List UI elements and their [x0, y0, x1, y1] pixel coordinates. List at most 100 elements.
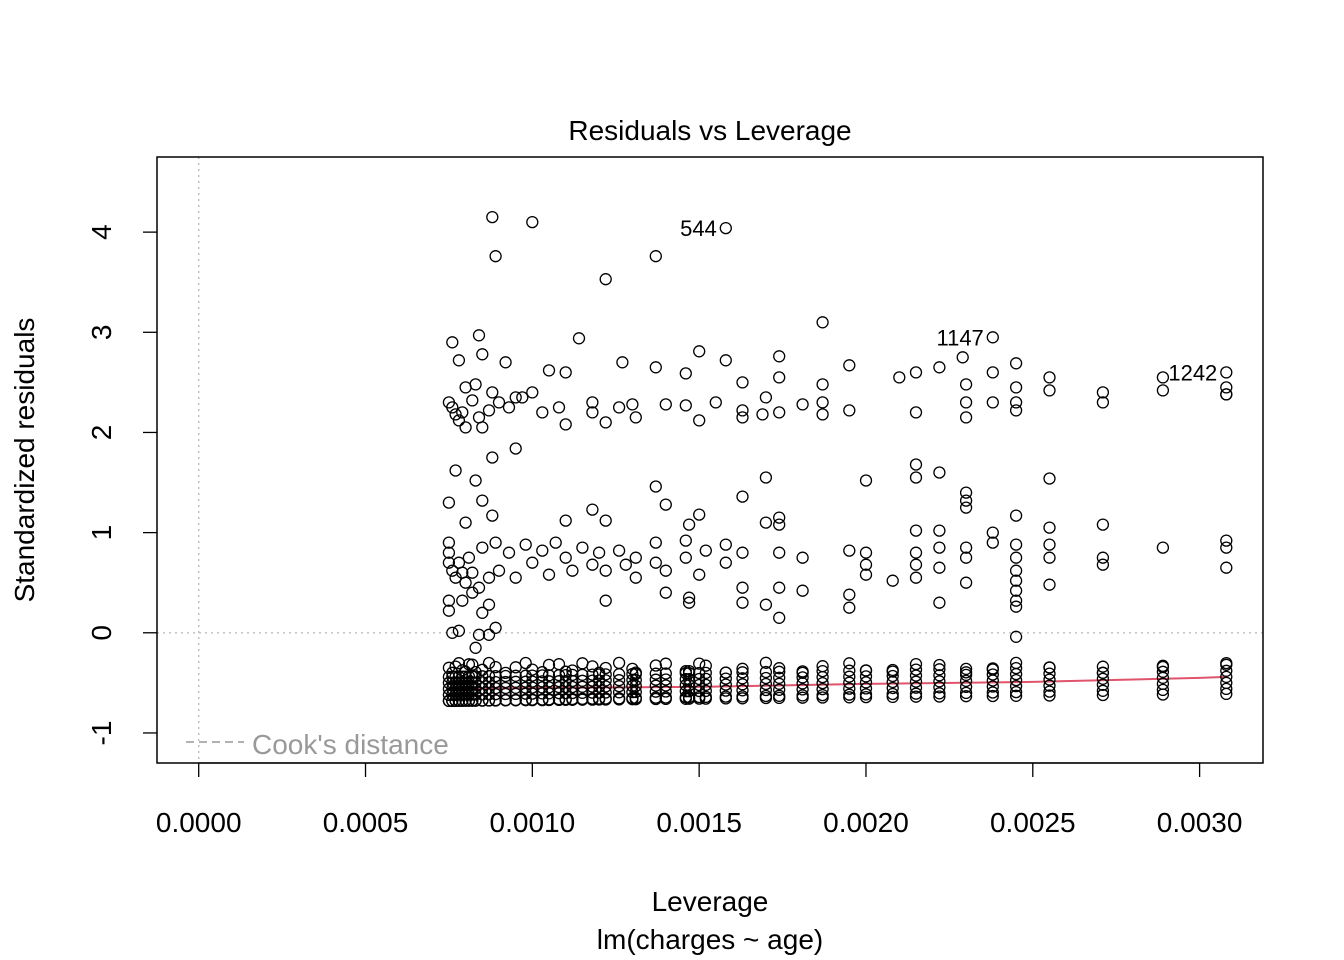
data-point — [559, 366, 572, 379]
data-point — [649, 536, 662, 549]
data-point — [699, 659, 712, 672]
data-point — [1009, 685, 1023, 699]
data-point — [466, 586, 479, 599]
data-point — [859, 568, 873, 581]
data-point — [459, 576, 472, 589]
data-point — [909, 663, 923, 676]
data-point — [816, 408, 829, 421]
data-point — [1156, 384, 1170, 397]
data-point — [1043, 689, 1056, 702]
data-point — [1156, 671, 1170, 684]
data-point — [909, 524, 923, 537]
data-point — [886, 675, 899, 689]
data-point — [542, 675, 556, 688]
data-point — [1156, 665, 1170, 678]
data-point — [576, 680, 589, 693]
data-point — [626, 685, 639, 699]
data-point — [599, 564, 612, 577]
data-point — [599, 668, 612, 681]
data-point — [629, 571, 642, 584]
data-point — [843, 544, 856, 557]
data-point — [1009, 538, 1023, 551]
data-point — [843, 359, 856, 372]
data-point — [466, 694, 479, 707]
data-point — [736, 684, 749, 697]
data-point — [612, 401, 626, 414]
data-point — [843, 691, 856, 704]
data-point — [719, 684, 732, 697]
y-axis-label: Standardized residuals — [9, 318, 40, 603]
data-point — [442, 594, 456, 607]
data-point — [1043, 472, 1056, 485]
data-point — [699, 678, 712, 692]
x-tick-label: 0.0015 — [656, 807, 742, 838]
data-point — [526, 687, 539, 700]
data-point — [489, 660, 502, 674]
data-point — [959, 668, 973, 682]
data-point — [959, 662, 973, 676]
data-point — [693, 508, 706, 521]
data-point — [466, 682, 479, 695]
data-point — [796, 671, 809, 684]
data-point — [649, 692, 662, 706]
data-point — [986, 674, 999, 687]
data-point — [576, 657, 589, 670]
data-point — [612, 674, 626, 687]
data-point — [616, 356, 629, 369]
data-point — [682, 666, 696, 680]
data-point — [489, 688, 502, 701]
data-point — [536, 406, 549, 419]
point-label: 1147 — [936, 325, 983, 350]
data-point — [599, 273, 612, 286]
data-point — [736, 411, 749, 424]
data-point — [1043, 371, 1056, 384]
data-point — [909, 366, 923, 379]
data-point — [482, 694, 496, 707]
data-point — [682, 685, 696, 698]
data-point — [612, 656, 626, 670]
data-point — [693, 692, 706, 705]
data-point — [509, 661, 522, 674]
data-point — [886, 681, 899, 695]
data-point — [859, 474, 873, 487]
data-point — [986, 662, 999, 675]
data-point — [462, 694, 476, 707]
data-point — [1009, 630, 1023, 643]
data-point — [796, 398, 809, 411]
data-point — [843, 601, 856, 614]
data-point — [489, 250, 502, 263]
data-point — [909, 471, 923, 484]
data-point — [796, 683, 809, 696]
data-point — [986, 686, 999, 699]
data-point — [586, 406, 599, 419]
data-point — [1220, 388, 1233, 401]
data-point — [456, 406, 469, 419]
data-point — [959, 576, 973, 589]
data-points — [442, 210, 1233, 708]
data-point — [909, 546, 923, 559]
data-point — [859, 670, 873, 683]
data-point — [489, 536, 502, 549]
data-point — [1009, 509, 1023, 522]
data-point — [509, 391, 522, 404]
point-label: 544 — [680, 216, 717, 241]
data-point — [1096, 684, 1110, 697]
data-point — [1156, 683, 1170, 697]
data-point — [679, 551, 692, 564]
data-point — [489, 682, 502, 695]
data-point — [586, 558, 599, 571]
data-point — [649, 667, 662, 680]
data-point — [526, 693, 539, 707]
y-tick-label: 3 — [86, 325, 117, 341]
data-point — [1096, 386, 1110, 399]
data-point — [659, 692, 672, 706]
data-point — [909, 675, 923, 688]
data-point — [1043, 551, 1056, 564]
data-point — [759, 391, 773, 404]
data-point — [679, 534, 692, 547]
data-point — [499, 675, 512, 689]
data-point — [773, 671, 786, 684]
data-point — [526, 215, 539, 229]
data-point — [933, 669, 946, 682]
data-point — [586, 660, 599, 673]
